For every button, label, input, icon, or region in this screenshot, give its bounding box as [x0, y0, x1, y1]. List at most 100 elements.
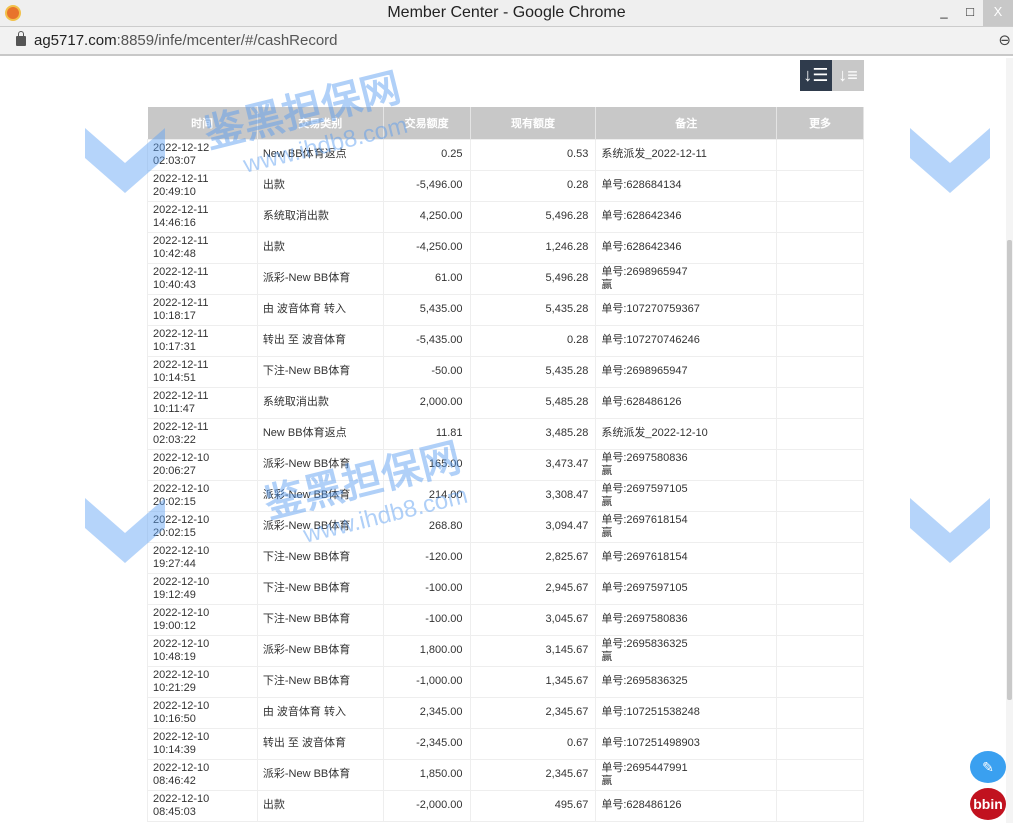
cell-more[interactable]	[776, 448, 864, 481]
cell-balance: 3,308.47	[469, 479, 597, 512]
cell-type-text: 由 波音体育 转入	[262, 303, 346, 315]
sort-asc-button[interactable]: ↓≡	[832, 60, 864, 91]
cell-amount: -100.00	[382, 572, 471, 605]
cell-more[interactable]	[776, 665, 864, 698]
cell-amount: 0.25	[382, 138, 471, 171]
cell-more[interactable]	[776, 572, 864, 605]
cell-type: 派彩-New BB体育	[256, 262, 384, 295]
url-host: ag5717.com	[34, 32, 117, 49]
cell-more[interactable]	[776, 603, 864, 636]
cell-more[interactable]	[776, 696, 864, 729]
cell-more[interactable]	[776, 727, 864, 760]
sort-asc-icon: ↓≡	[838, 65, 858, 85]
cell-type: 由 波音体育 转入	[256, 696, 384, 729]
cell-amount: 11.81	[382, 417, 471, 450]
zoom-icon[interactable]: ⊖	[998, 32, 1011, 49]
cell-more[interactable]	[776, 479, 864, 512]
cell-amount: 1,800.00	[382, 634, 471, 667]
maximize-button[interactable]: □	[966, 4, 974, 19]
edit-button[interactable]: ✎	[970, 751, 1006, 783]
cell-more[interactable]	[776, 169, 864, 202]
minimize-button[interactable]: _	[940, 4, 948, 19]
header-balance: 现有额度	[470, 107, 597, 139]
table-row: 2022-12-10 08:46:42 派彩-New BB体育 1,850.00 2,…	[147, 758, 864, 791]
cell-balance-text: 0.53	[566, 148, 589, 160]
cell-more[interactable]	[776, 324, 864, 357]
bbin-button[interactable]: bbin	[970, 788, 1006, 820]
cell-more[interactable]	[776, 231, 864, 264]
cell-note-text: 单号:628642346	[601, 210, 682, 222]
header-type: 交易类别	[257, 107, 384, 139]
cell-note-text: 单号:2695447991	[601, 761, 688, 774]
cell-time: 2022-12-11 10:14:51	[147, 355, 258, 388]
window-title: Member Center - Google Chrome	[387, 4, 626, 21]
page-content: ↓☰ ↓≡ 时间 交易类别 交易额度 现有额度 备注 更多 2022-12-12 02:0…	[0, 58, 1006, 823]
cell-more[interactable]	[776, 789, 864, 822]
cell-more[interactable]	[776, 541, 864, 574]
cell-balance: 5,496.28	[469, 262, 597, 295]
cell-more[interactable]	[776, 417, 864, 450]
cell-time-text: 2022-12-10 08:45:03	[153, 792, 210, 818]
cell-time-text: 2022-12-10 20:06:27	[153, 451, 210, 477]
cell-amount: -120.00	[382, 541, 471, 574]
cell-balance-text: 0.28	[566, 179, 589, 191]
cell-note-text: 单号:2697618154	[601, 513, 688, 526]
sort-desc-button[interactable]: ↓☰	[800, 60, 832, 91]
table-row: 2022-12-11 10:18:17 由 波音体育 转入 5,435.00 5,43…	[147, 293, 864, 326]
cell-type: 系统取消出款	[256, 386, 384, 419]
cell-balance: 3,473.47	[469, 448, 597, 481]
cell-balance: 0.28	[469, 324, 597, 357]
cell-amount: 165.00	[382, 448, 471, 481]
cell-amount: 268.80	[382, 510, 471, 543]
cell-balance: 0.53	[469, 138, 597, 171]
cell-type: 派彩-New BB体育	[256, 758, 384, 791]
cell-more[interactable]	[776, 758, 864, 791]
cell-balance-text: 3,473.47	[545, 458, 589, 470]
table-row: 2022-12-12 02:03:07 New BB体育返点 0.25 0.53 系统派…	[147, 138, 864, 171]
cell-time: 2022-12-11 02:03:22	[147, 417, 258, 450]
cell-more[interactable]	[776, 293, 864, 326]
cell-more[interactable]	[776, 138, 864, 171]
cell-amount-text: -120.00	[425, 551, 463, 563]
cell-time-text: 2022-12-10 20:02:15	[153, 482, 210, 508]
cell-type-text: New BB体育返点	[262, 427, 347, 439]
cell-time: 2022-12-10 20:06:27	[147, 448, 258, 481]
header-note: 备注	[595, 107, 778, 139]
cell-note-text: 单号:2695836325	[601, 637, 688, 650]
cell-more[interactable]	[776, 355, 864, 388]
cell-note-text: 单号:2697597105	[601, 582, 688, 594]
window-titlebar: Member Center - Google Chrome _ □ X	[0, 0, 1013, 26]
table-row: 2022-12-10 10:16:50 由 波音体育 转入 2,345.00 2,34…	[147, 696, 864, 729]
table-row: 2022-12-11 10:40:43 派彩-New BB体育 61.00 5,496…	[147, 262, 864, 295]
cell-balance-text: 2,345.67	[545, 768, 589, 780]
cell-amount: 1,850.00	[382, 758, 471, 791]
cell-balance-text: 1,345.67	[545, 675, 589, 687]
cell-more[interactable]	[776, 634, 864, 667]
scrollbar[interactable]	[1006, 58, 1013, 823]
cell-note: 单号:107270759367	[595, 293, 778, 326]
cell-more[interactable]	[776, 262, 864, 295]
cell-note-text: 单号:107270746246	[601, 334, 700, 346]
cell-balance: 3,485.28	[469, 417, 597, 450]
cell-more[interactable]	[776, 200, 864, 233]
cell-note-text: 单号:107251498903	[601, 737, 700, 749]
cell-balance: 2,345.67	[469, 696, 597, 729]
cell-more[interactable]	[776, 386, 864, 419]
close-button[interactable]: X	[983, 0, 1013, 26]
cell-note: 单号:628486126	[595, 386, 778, 419]
cell-balance-text: 3,485.28	[545, 427, 589, 439]
cell-type: 下注-New BB体育	[256, 665, 384, 698]
scrollbar-thumb[interactable]	[1007, 240, 1012, 700]
cell-type: 下注-New BB体育	[256, 541, 384, 574]
header-amount: 交易额度	[383, 107, 471, 139]
cell-type-text: 派彩-New BB体育	[262, 520, 351, 532]
cell-amount-text: 214.00	[428, 489, 463, 501]
table-row: 2022-12-10 19:00:12 下注-New BB体育 -100.00 3,0…	[147, 603, 864, 636]
cell-more[interactable]	[776, 510, 864, 543]
cell-type: 转出 至 波音体育	[256, 727, 384, 760]
cell-note: 单号:107251498903	[595, 727, 778, 760]
cell-note-text: 单号:628684134	[601, 179, 682, 191]
cell-balance-text: 495.67	[554, 799, 589, 811]
address-bar[interactable]: ag5717.com:8859/infe/mcenter/#/cashRecor…	[0, 26, 1013, 56]
cell-amount: -5,496.00	[382, 169, 471, 202]
